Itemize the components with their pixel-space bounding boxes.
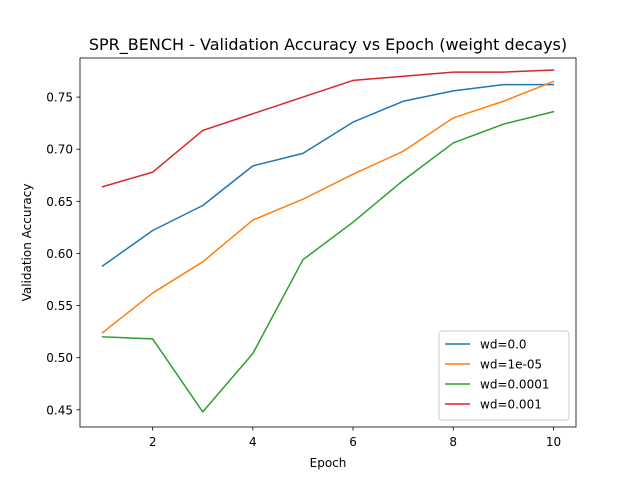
- legend-label: wd=1e-05: [480, 358, 542, 372]
- series-line-wd-0-0001: [101, 110, 555, 413]
- x-tick-label: 2: [149, 435, 157, 449]
- y-axis-label: Validation Accuracy: [20, 184, 34, 302]
- chart-title: SPR_BENCH - Validation Accuracy vs Epoch…: [89, 35, 567, 55]
- y-tick-label: 0.50: [46, 351, 73, 365]
- legend-label: wd=0.0001: [480, 378, 549, 392]
- x-tick-label: 4: [249, 435, 257, 449]
- y-tick-label: 0.65: [46, 195, 73, 209]
- series-line-wd-0-0: [101, 83, 555, 267]
- series-line-wd-1e-05: [101, 80, 555, 334]
- legend: wd=0.0 wd=1e-05 wd=0.0001 wd=0.001: [438, 330, 570, 421]
- x-tick-label: 6: [349, 435, 357, 449]
- y-tick-label: 0.60: [46, 247, 73, 261]
- x-axis-label: Epoch: [310, 456, 347, 470]
- plot-area-frame: [79, 57, 577, 428]
- x-axis-ticks: 2 4 6 8 10: [149, 427, 561, 449]
- y-axis-ticks: 0.45 0.50 0.55 0.60 0.65 0.70 0.75: [46, 91, 80, 417]
- series-layer: [101, 69, 555, 413]
- y-tick-label: 0.70: [46, 143, 73, 157]
- x-tick-label: 10: [546, 435, 561, 449]
- y-tick-label: 0.55: [46, 299, 73, 313]
- legend-label: wd=0.001: [480, 398, 542, 412]
- series-line-wd-0-001: [101, 69, 555, 188]
- legend-label: wd=0.0: [480, 338, 527, 352]
- legend-box: [438, 330, 570, 421]
- y-tick-label: 0.75: [46, 91, 73, 105]
- y-tick-label: 0.45: [46, 403, 73, 417]
- x-tick-label: 8: [449, 435, 457, 449]
